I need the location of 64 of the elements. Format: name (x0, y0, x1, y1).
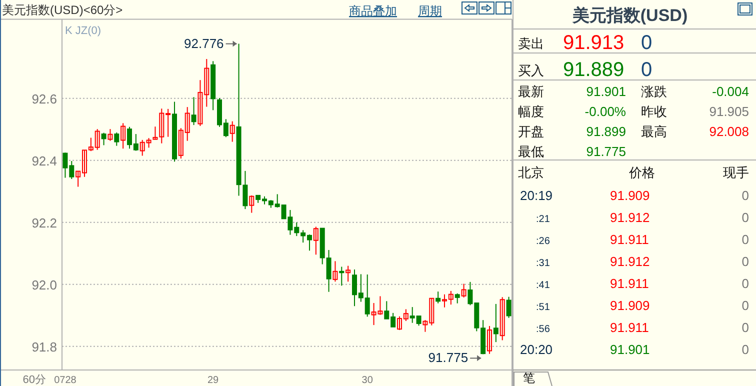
text: 涨跌 (641, 84, 667, 99)
text: 91.911 (610, 232, 649, 247)
x-tick-label: 0728 (54, 375, 77, 386)
text: 幅度 (518, 104, 544, 119)
text: 91.909 (610, 188, 650, 203)
text: :56 (536, 324, 550, 335)
text: :21 (536, 214, 550, 225)
text: 0 (742, 188, 749, 203)
text: 91.911 (610, 276, 649, 291)
text: 最新 (518, 84, 544, 99)
text: 周期 (418, 4, 442, 18)
text: 91.889 (563, 59, 624, 81)
text: 卖出 (518, 36, 544, 51)
text: 开盘 (518, 124, 544, 139)
text: 91.899 (586, 124, 626, 139)
text: 最低 (518, 144, 544, 159)
y-tick-label: 92.4 (32, 153, 57, 168)
text: 0 (742, 276, 749, 291)
text: 91.901 (610, 342, 650, 357)
text: :51 (536, 302, 550, 313)
text: 0 (641, 32, 652, 54)
text: 买入 (518, 63, 544, 78)
y-tick-label: 92.6 (32, 91, 57, 106)
text: 20:19 (520, 188, 553, 203)
x-tick-label: 30 (362, 375, 374, 386)
text: :31 (536, 258, 550, 269)
text: 91.911 (610, 320, 649, 335)
text: 91.775 (586, 144, 626, 159)
text: :41 (536, 280, 550, 291)
text: 昨收 (641, 104, 667, 119)
text: 价格 (628, 165, 655, 180)
x-tick-label: 29 (208, 375, 220, 386)
text: 0 (742, 210, 749, 225)
text: -0.00% (584, 104, 626, 119)
text: 商品叠加 (349, 4, 397, 18)
text: K JZ(0) (65, 25, 102, 37)
text: 0 (641, 59, 652, 81)
text: 92.008 (709, 124, 749, 139)
text: 笔 (523, 371, 535, 385)
text: 0 (742, 254, 749, 269)
text: 美元指数(USD) (571, 6, 688, 25)
y-tick-label: 92.0 (32, 277, 57, 292)
text: 北京 (518, 165, 544, 180)
text: 91.912 (610, 210, 650, 225)
text: 0 (742, 320, 749, 335)
text: 0 (742, 342, 749, 357)
text: :26 (536, 236, 550, 247)
y-tick-label: 92.2 (32, 215, 57, 230)
text: 91.913 (563, 32, 624, 54)
text: 60分 (22, 374, 46, 386)
text: 0 (742, 232, 749, 247)
text: 现手 (723, 165, 749, 180)
text: 20:20 (520, 342, 553, 357)
text: 最高 (641, 124, 667, 139)
annotation: 91.775 (428, 350, 468, 366)
chart-title: 美元指数(USD)<60分> (2, 3, 123, 17)
text: 0 (742, 298, 749, 313)
y-tick-label: 91.8 (32, 339, 57, 354)
text: 91.905 (709, 104, 749, 119)
text: -0.004 (712, 84, 749, 99)
text: 91.912 (610, 254, 650, 269)
annotation: 92.776 (184, 36, 224, 51)
text: 91.909 (610, 298, 650, 313)
text: 91.901 (586, 84, 626, 99)
